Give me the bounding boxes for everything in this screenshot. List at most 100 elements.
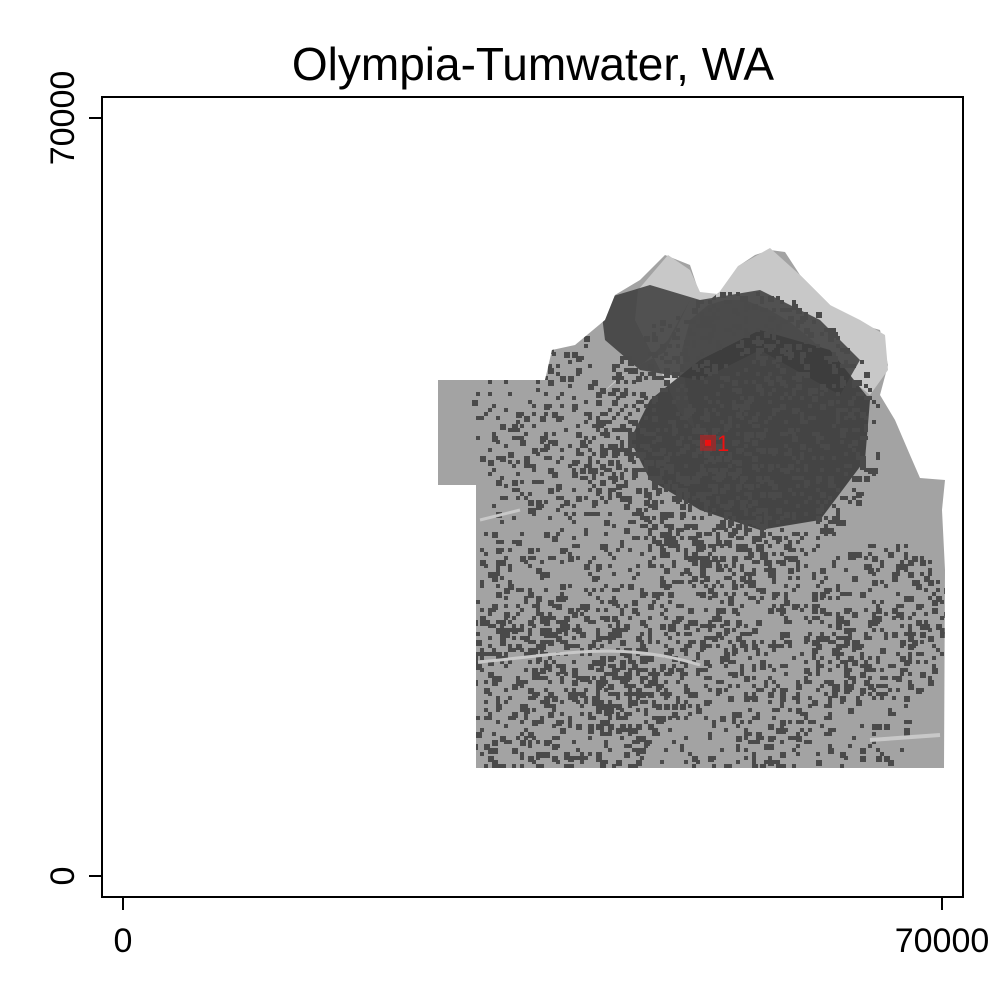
developed-cell [600,472,604,476]
developed-cell [948,640,954,646]
developed-cell [556,496,560,500]
developed-cell [848,592,852,596]
developed-cell [640,660,644,664]
developed-cell [792,604,798,610]
developed-cell [664,388,668,392]
developed-cell [676,548,680,552]
developed-cell [660,664,666,670]
developed-cell [660,344,666,350]
developed-cell [756,352,760,356]
developed-cell [872,400,876,404]
developed-cell [796,532,800,536]
developed-cell [668,452,672,456]
developed-cell [836,392,840,396]
developed-cell [760,392,764,396]
developed-cell [648,564,652,568]
developed-cell [552,660,556,664]
developed-cell [784,784,788,788]
developed-cell [784,664,788,668]
developed-cell [868,552,872,556]
developed-cell [840,660,844,664]
developed-cell [472,672,476,676]
developed-cell [736,372,740,376]
developed-cell [720,556,726,562]
developed-cell [544,616,548,620]
developed-cell [868,684,872,688]
developed-cell [768,736,772,740]
developed-cell [808,348,812,352]
developed-cell [804,532,808,536]
developed-cell [712,636,718,642]
developed-cell [760,348,764,352]
developed-cell [716,316,720,320]
developed-cell [552,632,558,638]
developed-cell [604,608,608,612]
developed-cell [864,424,868,428]
developed-cell [528,640,532,644]
developed-cell [696,448,702,454]
developed-cell [472,620,478,626]
developed-cell [508,628,512,632]
developed-cell [600,772,604,776]
developed-cell [632,432,636,436]
developed-cell [564,500,570,506]
developed-cell [784,392,788,396]
developed-cell [532,364,536,368]
developed-cell [632,476,636,480]
developed-cell [488,380,492,384]
developed-cell [760,660,766,666]
developed-cell [756,432,762,438]
developed-cell [600,616,604,620]
developed-cell [724,632,728,636]
developed-cell [804,468,808,472]
developed-cell [632,472,638,478]
developed-cell [768,744,774,750]
developed-cell [788,576,792,580]
developed-cell [472,660,478,666]
developed-cell [692,340,696,344]
developed-cell [804,312,808,316]
developed-cell [552,744,558,750]
developed-cell [852,488,856,492]
developed-cell [712,624,716,628]
developed-cell [852,408,856,412]
developed-cell [780,724,784,728]
developed-cell [640,468,644,472]
developed-cell [496,416,500,420]
developed-cell [492,624,496,628]
developed-cell [800,416,804,420]
developed-cell [808,740,812,744]
developed-cell [708,340,712,344]
developed-cell [908,632,914,638]
developed-cell [532,424,536,428]
developed-cell [816,520,820,524]
developed-cell [464,580,468,584]
developed-cell [532,640,536,644]
developed-cell [604,688,608,692]
developed-cell [584,420,588,424]
developed-cell [576,784,580,788]
developed-cell [644,464,648,468]
developed-cell [628,584,634,590]
developed-cell [612,784,616,788]
developed-cell [928,596,932,600]
developed-cell [804,604,808,608]
developed-cell [924,588,928,592]
developed-cell [688,632,692,636]
developed-cell [716,412,720,416]
developed-cell [676,440,680,444]
developed-cell [580,772,584,776]
developed-cell [540,620,544,624]
developed-cell [764,332,770,338]
developed-cell [544,412,548,416]
developed-cell [680,580,684,584]
developed-cell [644,720,648,724]
developed-cell [496,548,502,554]
developed-cell [856,700,862,706]
developed-cell [652,732,656,736]
developed-cell [740,340,744,344]
developed-cell [552,536,558,542]
developed-cell [624,752,630,758]
developed-cell [908,684,914,690]
developed-cell [604,744,608,748]
